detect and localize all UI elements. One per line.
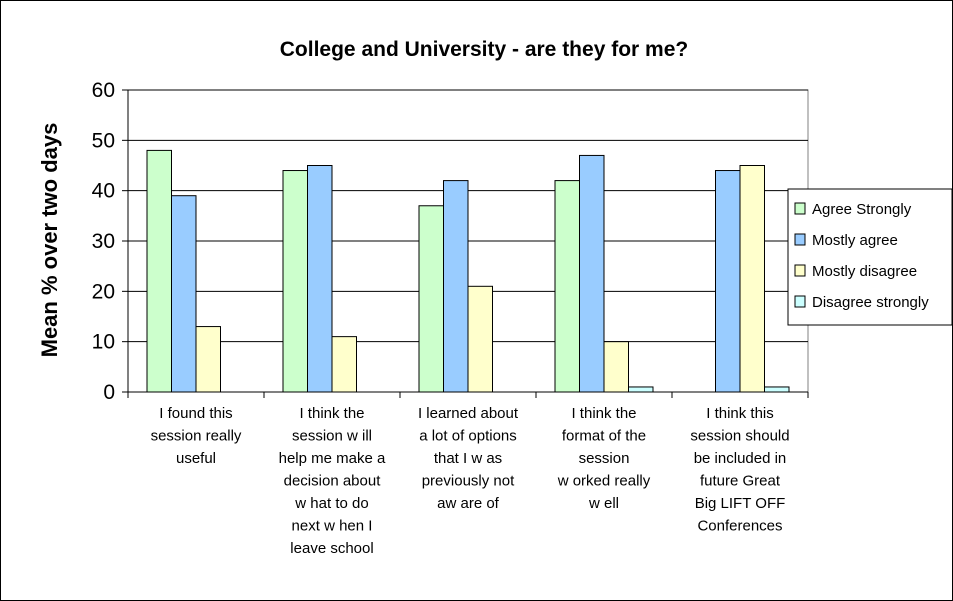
y-tick-label: 60 (92, 79, 115, 102)
legend-box (787, 188, 952, 326)
x-tick-label: I learned about a lot of options that I w … (418, 405, 519, 512)
bar (171, 195, 197, 393)
bar (307, 165, 333, 393)
x-tick-label: I think the session w ill help me make a de… (279, 405, 386, 557)
bar (467, 285, 493, 393)
bar (282, 170, 308, 393)
legend-swatch (794, 202, 806, 215)
legend-label: Mostly agree (812, 232, 898, 249)
x-tick-label: I found this session really useful (151, 405, 242, 467)
y-tick-label: 30 (92, 230, 115, 253)
y-tick-label: 40 (92, 180, 115, 203)
legend-label: Disagree strongly (812, 294, 929, 311)
chart-title: College and University - are they for me… (280, 38, 688, 61)
x-tick-label: I think the format of the session w orked r… (557, 405, 651, 512)
legend-swatch (794, 295, 806, 308)
y-axis-label: Mean % over two days (37, 123, 62, 358)
bar (195, 326, 221, 393)
y-tick-label: 0 (103, 381, 115, 404)
bar (603, 341, 629, 393)
bar (628, 386, 654, 393)
legend: Agree Strongly Mostly agree Mostly disagre… (787, 188, 952, 326)
bar (715, 170, 741, 393)
y-tick-label: 20 (92, 280, 115, 303)
bar (739, 165, 765, 393)
legend-swatch (794, 233, 806, 246)
y-tick-label: 10 (92, 331, 115, 354)
bar (579, 154, 605, 393)
bar (331, 336, 357, 393)
x-tick-label: I think this session should be included in… (690, 405, 789, 535)
legend-label: Agree Strongly (812, 201, 912, 218)
bar (146, 149, 172, 393)
bar (554, 180, 580, 393)
bar (418, 205, 444, 393)
bar (764, 386, 790, 393)
y-tick-label: 50 (92, 129, 115, 152)
plot-area: 0 10 20 30 40 50 60 I found this session really u… (92, 79, 809, 557)
legend-swatch (794, 264, 806, 277)
legend-label: Mostly disagree (812, 263, 917, 280)
bar (443, 180, 469, 393)
